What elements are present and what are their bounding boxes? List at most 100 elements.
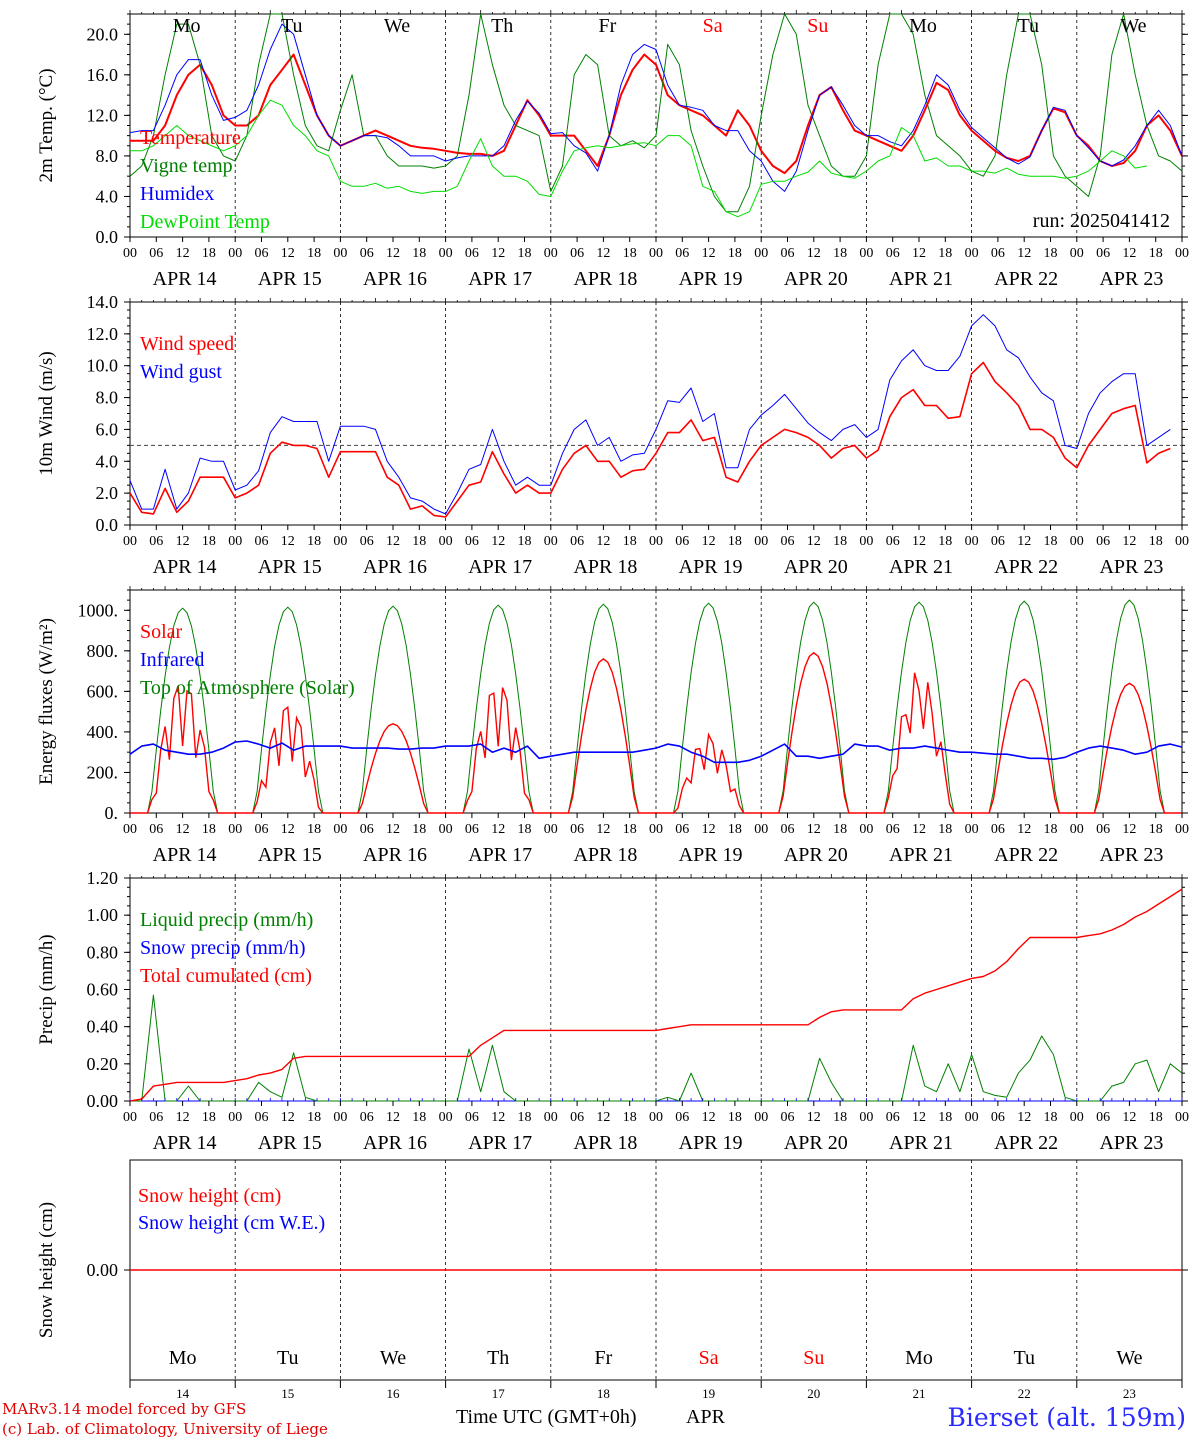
legend-2-2: Top of Atmosphere (Solar) xyxy=(140,677,355,699)
y-tick-label: 1.00 xyxy=(87,905,119,925)
y-tick-label: 20.0 xyxy=(87,24,119,44)
legend-0-0: Temperature xyxy=(140,127,241,149)
date-label: APR 23 xyxy=(1099,844,1163,866)
weekday-label: Sa xyxy=(699,1347,719,1369)
hour-label: 12 xyxy=(281,534,295,549)
y-tick-label: 4.0 xyxy=(96,186,119,206)
hour-label: 18 xyxy=(623,822,637,837)
hour-label: 06 xyxy=(465,534,479,549)
date-label: APR 15 xyxy=(258,556,322,578)
hour-label: 12 xyxy=(702,1110,716,1125)
hour-label: 06 xyxy=(360,1110,374,1125)
hour-label: 12 xyxy=(702,822,716,837)
panel-0-y-axis-title: 2m Temp. (°C) xyxy=(36,68,57,182)
lab-credit: (c) Lab. of Climatology, University of L… xyxy=(2,1420,328,1438)
hour-label: 00 xyxy=(965,246,979,261)
legend-0-1: Vigne temp xyxy=(140,155,233,177)
legend-4-1: Snow height (cm W.E.) xyxy=(138,1212,325,1234)
hour-label: 18 xyxy=(202,534,216,549)
hour-label: 00 xyxy=(754,822,768,837)
hour-label: 00 xyxy=(544,246,558,261)
hour-label: 06 xyxy=(781,822,795,837)
y-tick-label: 0.0 xyxy=(96,227,119,247)
date-label: APR 16 xyxy=(363,268,427,290)
day-number: 17 xyxy=(492,1386,506,1401)
hour-label: 18 xyxy=(938,822,952,837)
y-tick-label: 800. xyxy=(87,641,119,661)
hour-label: 06 xyxy=(255,822,269,837)
hour-label: 12 xyxy=(491,246,505,261)
hour-label: 00 xyxy=(439,1110,453,1125)
panel-4-y-axis-title: Snow height (cm) xyxy=(36,1202,57,1338)
hour-label: 00 xyxy=(965,534,979,549)
hour-label: 12 xyxy=(491,534,505,549)
hour-label: 18 xyxy=(833,246,847,261)
weekday-label: We xyxy=(1116,1347,1142,1369)
hour-label: 00 xyxy=(333,246,347,261)
y-tick-label: 2.0 xyxy=(96,483,119,503)
hour-label: 18 xyxy=(623,246,637,261)
date-label: APR 19 xyxy=(679,268,743,290)
date-label: APR 22 xyxy=(994,556,1058,578)
hour-label: 06 xyxy=(570,822,584,837)
hour-label: 00 xyxy=(228,246,242,261)
date-label: APR 16 xyxy=(363,844,427,866)
hour-label: 00 xyxy=(439,534,453,549)
hour-label: 06 xyxy=(570,246,584,261)
hour-label: 12 xyxy=(176,534,190,549)
hour-label: 06 xyxy=(149,822,163,837)
hour-label: 06 xyxy=(991,822,1005,837)
date-label: APR 15 xyxy=(258,1132,322,1154)
day-number: 22 xyxy=(1018,1386,1031,1401)
hour-label: 00 xyxy=(859,534,873,549)
weekday-label: Th xyxy=(487,1347,509,1369)
weekday-label: We xyxy=(380,1347,406,1369)
hour-label: 06 xyxy=(255,1110,269,1125)
weekday-label: Mo xyxy=(173,15,201,37)
y-tick-label: 0.00 xyxy=(87,1091,119,1111)
hour-label: 06 xyxy=(570,1110,584,1125)
model-credit: MARv3.14 model forced by GFS xyxy=(2,1400,247,1418)
date-label: APR 15 xyxy=(258,844,322,866)
hour-label: 06 xyxy=(886,534,900,549)
y-tick-label: 10.0 xyxy=(87,356,119,376)
y-tick-label: 200. xyxy=(87,762,119,782)
hour-label: 06 xyxy=(1096,534,1110,549)
hour-label: 00 xyxy=(965,822,979,837)
run-label: run: 2025041412 xyxy=(1033,210,1170,232)
infrared-line xyxy=(129,740,1183,764)
weekday-label: Fr xyxy=(595,1347,613,1369)
legend-2-0: Solar xyxy=(140,621,183,643)
hour-label: 12 xyxy=(807,534,821,549)
hour-label: 18 xyxy=(1044,534,1058,549)
hour-label: 00 xyxy=(754,1110,768,1125)
hour-label: 00 xyxy=(544,822,558,837)
hour-label: 06 xyxy=(1096,1110,1110,1125)
y-tick-label: 12.0 xyxy=(87,105,119,125)
date-label: APR 19 xyxy=(679,556,743,578)
weekday-label: We xyxy=(1120,15,1146,37)
hour-label: 18 xyxy=(833,1110,847,1125)
hour-label: 12 xyxy=(281,1110,295,1125)
legend-0-2: Humidex xyxy=(140,183,214,205)
y-tick-label: 8.0 xyxy=(96,146,119,166)
hour-label: 00 xyxy=(544,1110,558,1125)
hour-label: 06 xyxy=(255,246,269,261)
hour-label: 00 xyxy=(1070,822,1084,837)
hour-label: 12 xyxy=(1017,1110,1031,1125)
day-number: 21 xyxy=(913,1386,926,1401)
hour-label: 12 xyxy=(702,534,716,549)
hour-label: 12 xyxy=(1017,246,1031,261)
month-label: APR xyxy=(686,1406,726,1428)
hour-label: 18 xyxy=(623,534,637,549)
hour-label: 12 xyxy=(176,246,190,261)
day-number: 14 xyxy=(176,1386,190,1401)
hour-label: 06 xyxy=(675,822,689,837)
date-label: APR 23 xyxy=(1099,268,1163,290)
hour-label: 06 xyxy=(675,246,689,261)
station-label: Bierset (alt. 159m) xyxy=(947,1403,1186,1432)
hour-label: 18 xyxy=(938,534,952,549)
date-label: APR 16 xyxy=(363,556,427,578)
weekday-label: Tu xyxy=(281,15,303,37)
hour-label: 00 xyxy=(1175,534,1189,549)
